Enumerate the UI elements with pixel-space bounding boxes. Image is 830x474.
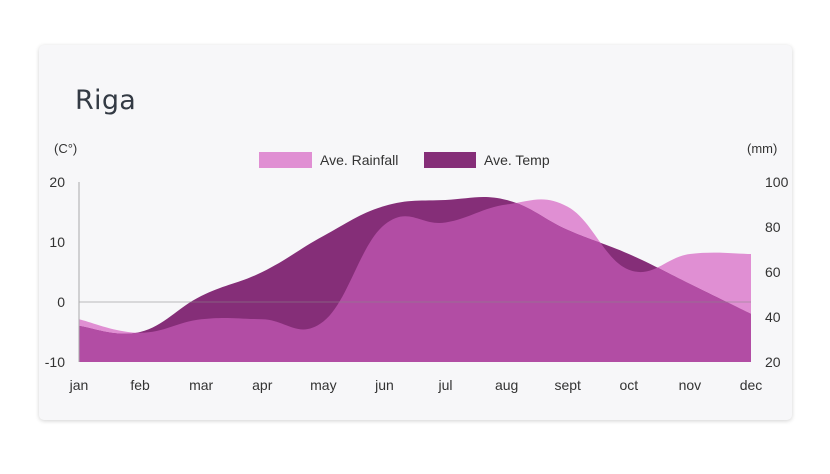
x-tick-label: oct <box>619 377 638 393</box>
x-tick-label: mar <box>189 377 213 393</box>
chart-title: Riga <box>75 85 137 116</box>
right-axis-unit: (mm) <box>747 141 777 156</box>
right-tick-label: 100 <box>765 174 789 190</box>
x-tick-label: aug <box>495 377 518 393</box>
left-tick-label: 0 <box>57 294 65 310</box>
x-tick-label: dec <box>740 377 763 393</box>
x-tick-label: apr <box>252 377 273 393</box>
legend-swatch-temp[interactable] <box>424 152 476 168</box>
left-tick-label: 20 <box>49 174 65 190</box>
x-tick-label: jan <box>69 377 89 393</box>
legend: Ave. Rainfall Ave. Temp <box>259 152 550 168</box>
x-tick-label: jun <box>374 377 394 393</box>
left-tick-label: 10 <box>49 234 65 250</box>
legend-label-temp[interactable]: Ave. Temp <box>484 152 550 168</box>
overlap-area <box>79 199 751 362</box>
right-axis-ticks: 100 80 60 40 20 <box>765 174 789 370</box>
right-tick-label: 80 <box>765 219 781 235</box>
x-tick-label: may <box>310 377 336 393</box>
right-tick-label: 20 <box>765 354 781 370</box>
left-axis-ticks: 20 10 0 -10 <box>45 174 65 370</box>
right-tick-label: 60 <box>765 264 781 280</box>
left-tick-label: -10 <box>45 354 65 370</box>
x-axis-ticks: jan feb mar apr may jun jul aug sept oct nov dec <box>69 377 763 393</box>
left-axis-unit: (C°) <box>54 141 77 156</box>
x-tick-label: nov <box>679 377 702 393</box>
legend-label-rainfall[interactable]: Ave. Rainfall <box>320 152 398 168</box>
right-tick-label: 40 <box>765 309 781 325</box>
x-tick-label: feb <box>130 377 150 393</box>
x-tick-label: jul <box>438 377 453 393</box>
legend-swatch-rainfall[interactable] <box>259 152 312 168</box>
x-tick-label: sept <box>554 377 581 393</box>
